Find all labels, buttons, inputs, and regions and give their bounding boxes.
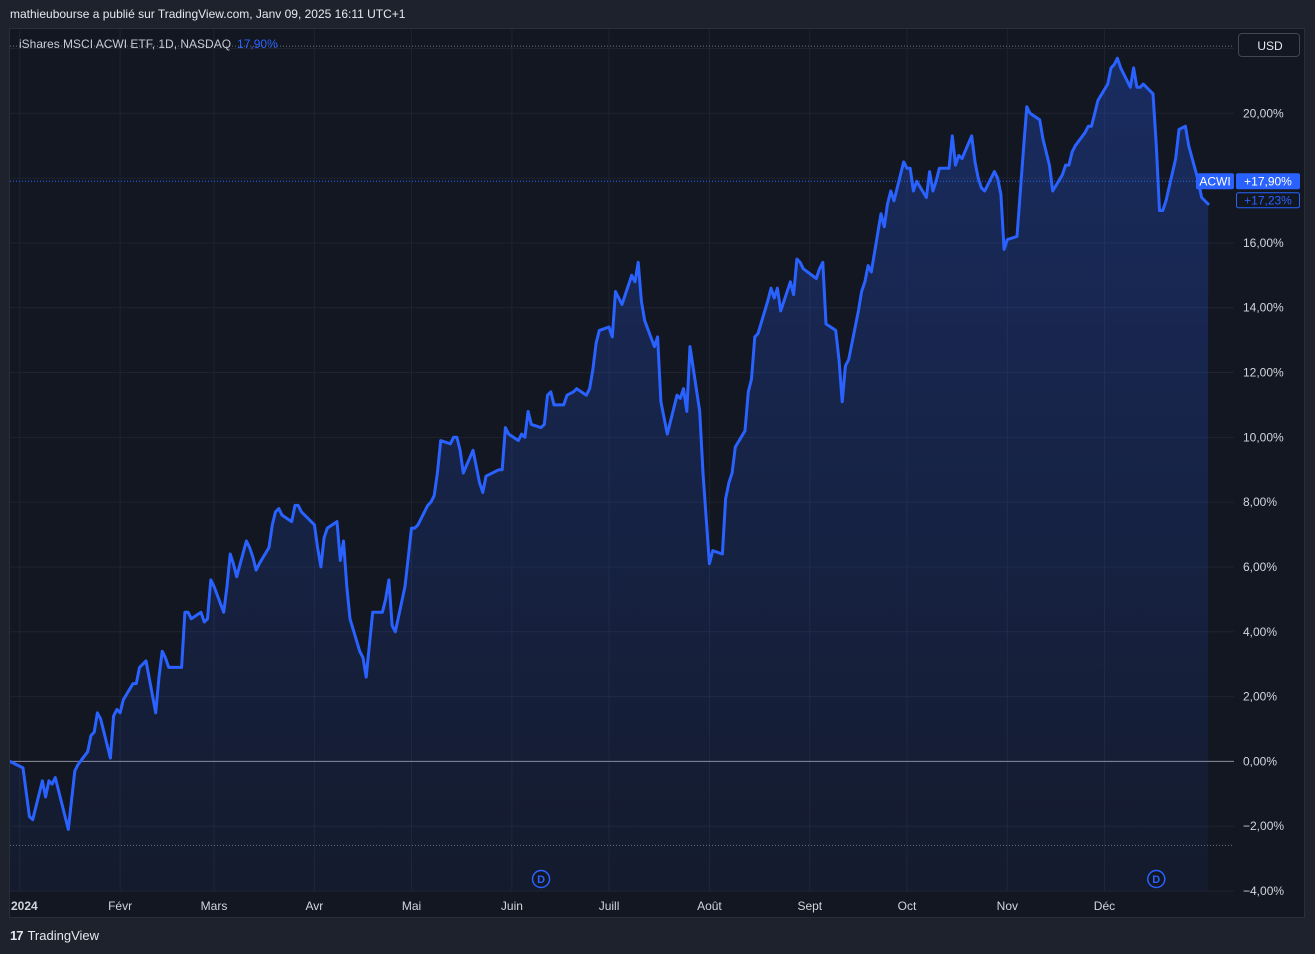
brand-name: TradingView: [27, 928, 100, 943]
series-area: [10, 58, 1209, 891]
legend-change: 17,90%: [237, 37, 278, 51]
chart-legend[interactable]: iShares MSCI ACWI ETF, 1D, NASDAQ 17,90%: [19, 37, 278, 51]
y-tick-label: 4,00%: [1243, 625, 1277, 639]
instrument-label: iShares MSCI ACWI ETF, 1D, NASDAQ: [19, 37, 232, 51]
x-tick-label: Sept: [797, 899, 822, 913]
x-tick-label: Juill: [599, 899, 620, 913]
y-tick-label: −2,00%: [1243, 819, 1284, 833]
last-price-tag: [1236, 173, 1300, 190]
currency-button[interactable]: USD: [1238, 33, 1300, 57]
x-tick-label: Déc: [1094, 899, 1115, 913]
y-tick-label: 12,00%: [1243, 366, 1284, 380]
symbol-tag-label: ACWI: [1199, 174, 1230, 188]
secondary-price-label: +17,23%: [1244, 193, 1292, 207]
top-bar: mathieubourse a publié sur TradingView.c…: [0, 0, 1315, 28]
dividend-marker-label: D: [1152, 874, 1160, 886]
y-tick-label: 6,00%: [1243, 560, 1277, 574]
secondary-price-tag: [1236, 192, 1300, 209]
price-chart[interactable]: 22,00%20,00%18,00%16,00%14,00%12,00%10,0…: [10, 29, 1305, 918]
dividend-marker-label: D: [537, 874, 545, 886]
x-tick-label: Mars: [201, 899, 228, 913]
tradingview-logo-icon: 17: [10, 928, 24, 943]
x-tick-label: Mai: [402, 899, 421, 913]
y-tick-label: 0,00%: [1243, 754, 1277, 768]
footer-brand[interactable]: 17 TradingView: [10, 928, 99, 943]
x-tick-label: Juin: [501, 899, 523, 913]
x-tick-label: 2024: [11, 899, 38, 913]
dividend-marker-icon: [1147, 869, 1166, 889]
chart-area[interactable]: 22,00%20,00%18,00%16,00%14,00%12,00%10,0…: [9, 28, 1305, 918]
x-tick-label: Avr: [305, 899, 323, 913]
symbol-tag: [1196, 173, 1234, 190]
series-line: [10, 56, 1210, 831]
x-tick-label: Févr: [108, 899, 132, 913]
y-tick-label: 16,00%: [1243, 236, 1284, 250]
y-tick-label: 20,00%: [1243, 106, 1284, 120]
y-tick-label: 2,00%: [1243, 690, 1277, 704]
last-price-label: +17,90%: [1244, 174, 1292, 188]
x-tick-label: Nov: [997, 899, 1018, 913]
x-tick-label: Août: [697, 899, 722, 913]
y-tick-label: 14,00%: [1243, 301, 1284, 315]
publisher-line: mathieubourse a publié sur TradingView.c…: [10, 7, 406, 21]
dividend-marker-icon: [531, 869, 551, 889]
y-tick-label: −4,00%: [1243, 884, 1284, 898]
y-tick-label: 8,00%: [1243, 495, 1277, 509]
x-tick-label: Oct: [898, 899, 917, 913]
y-tick-label: 10,00%: [1243, 430, 1284, 444]
